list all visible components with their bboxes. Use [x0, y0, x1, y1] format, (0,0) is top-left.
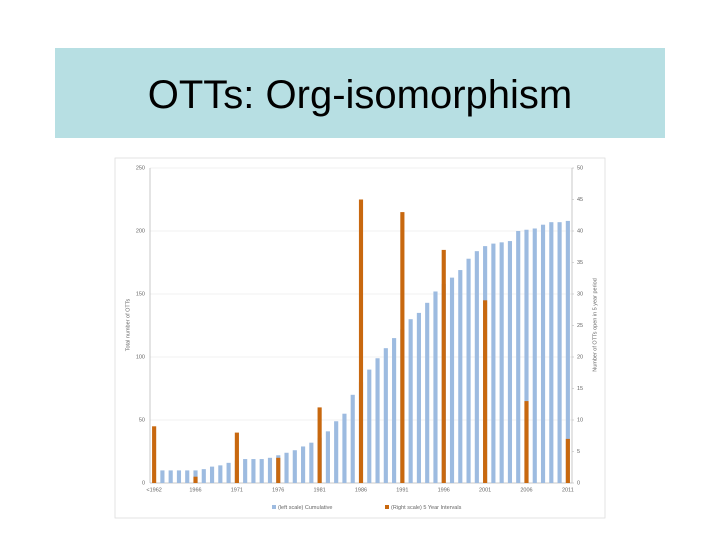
- y-tick-label: 0: [142, 480, 145, 486]
- bar: [267, 457, 273, 483]
- legend-label: (Right scale) 5 Year Intervals: [391, 505, 462, 511]
- bar: [185, 470, 190, 483]
- bar: [160, 470, 165, 483]
- bar: [251, 459, 256, 483]
- bar: [524, 401, 529, 483]
- bar: [499, 242, 504, 483]
- bar: [565, 220, 570, 484]
- bar: [284, 452, 289, 483]
- y2-tick-label: 35: [577, 260, 583, 266]
- bar: [408, 319, 413, 483]
- y-tick-label: 50: [139, 417, 145, 423]
- bar: [400, 212, 405, 483]
- bar: [483, 300, 488, 483]
- bar: [334, 421, 339, 483]
- y2-tick-label: 40: [577, 228, 583, 234]
- bar: [425, 302, 430, 483]
- bar: [540, 224, 546, 483]
- bar: [358, 199, 364, 483]
- bar: [565, 438, 570, 483]
- bar: [383, 348, 388, 483]
- bar: [292, 450, 297, 483]
- bar: [392, 338, 397, 483]
- y2-tick-label: 50: [577, 165, 583, 171]
- bar: [325, 431, 330, 483]
- bar: [524, 229, 529, 483]
- x-tick-label: 1971: [231, 487, 243, 493]
- bar: [549, 222, 554, 483]
- bar: [474, 251, 479, 483]
- bar: [201, 469, 206, 483]
- y-tick-label: 100: [136, 354, 145, 360]
- y2-tick-label: 45: [577, 197, 583, 203]
- bar: [276, 457, 281, 483]
- y2-tick-label: 10: [577, 417, 583, 423]
- bar: [433, 291, 438, 483]
- bar: [367, 369, 372, 483]
- bar: [491, 243, 496, 483]
- y2-tick-label: 20: [577, 354, 583, 360]
- bar: [449, 277, 455, 483]
- legend-swatch: [385, 505, 389, 509]
- y2-tick-label: 25: [577, 323, 583, 329]
- bar: [226, 462, 231, 483]
- bar: [342, 413, 347, 483]
- y2-tick-label: 0: [577, 480, 580, 486]
- y-tick-label: 200: [136, 228, 145, 234]
- bar: [176, 470, 182, 483]
- y2-axis-label: Number of OTTs open in 5 year period: [592, 278, 598, 372]
- x-tick-label: 2001: [479, 487, 491, 493]
- bar: [532, 228, 537, 483]
- slide-title: OTTs: Org-isomorphism: [147, 73, 573, 117]
- bar: [309, 442, 314, 483]
- bar: [209, 466, 215, 483]
- bar: [416, 312, 421, 483]
- legend-swatch: [272, 505, 276, 509]
- bar: [350, 394, 355, 483]
- x-tick-label: 1966: [189, 487, 201, 493]
- bar: [259, 459, 264, 483]
- y2-tick-label: 30: [577, 291, 583, 297]
- bar: [466, 258, 471, 483]
- bar: [243, 459, 248, 483]
- y2-tick-label: 15: [577, 386, 583, 392]
- bar: [507, 241, 513, 483]
- bar: [516, 231, 521, 483]
- bar: [458, 270, 463, 483]
- bar: [168, 470, 173, 483]
- y2-tick-label: 5: [577, 449, 580, 455]
- x-tick-label: 1976: [272, 487, 284, 493]
- y-tick-label: 250: [136, 165, 145, 171]
- bar: [557, 222, 562, 483]
- bar: [301, 446, 306, 483]
- bar: [152, 426, 157, 483]
- x-tick-label: 1986: [355, 487, 367, 493]
- x-tick-label: <1962: [146, 487, 161, 493]
- bar: [441, 249, 446, 483]
- bar: [375, 358, 380, 483]
- x-tick-label: 1991: [396, 487, 408, 493]
- bar: [193, 476, 198, 483]
- y-tick-label: 150: [136, 291, 145, 297]
- title-band: [55, 48, 665, 138]
- x-tick-label: 1981: [314, 487, 326, 493]
- x-tick-label: 2006: [520, 487, 532, 493]
- bar: [234, 432, 239, 483]
- legend-label: (left scale) Cumulative: [278, 505, 332, 511]
- bar: [317, 407, 322, 483]
- x-tick-label: 1996: [438, 487, 450, 493]
- bar: [218, 465, 223, 483]
- y-axis-label: Total number of OTTs: [125, 298, 131, 351]
- x-tick-label: 2011: [562, 487, 574, 493]
